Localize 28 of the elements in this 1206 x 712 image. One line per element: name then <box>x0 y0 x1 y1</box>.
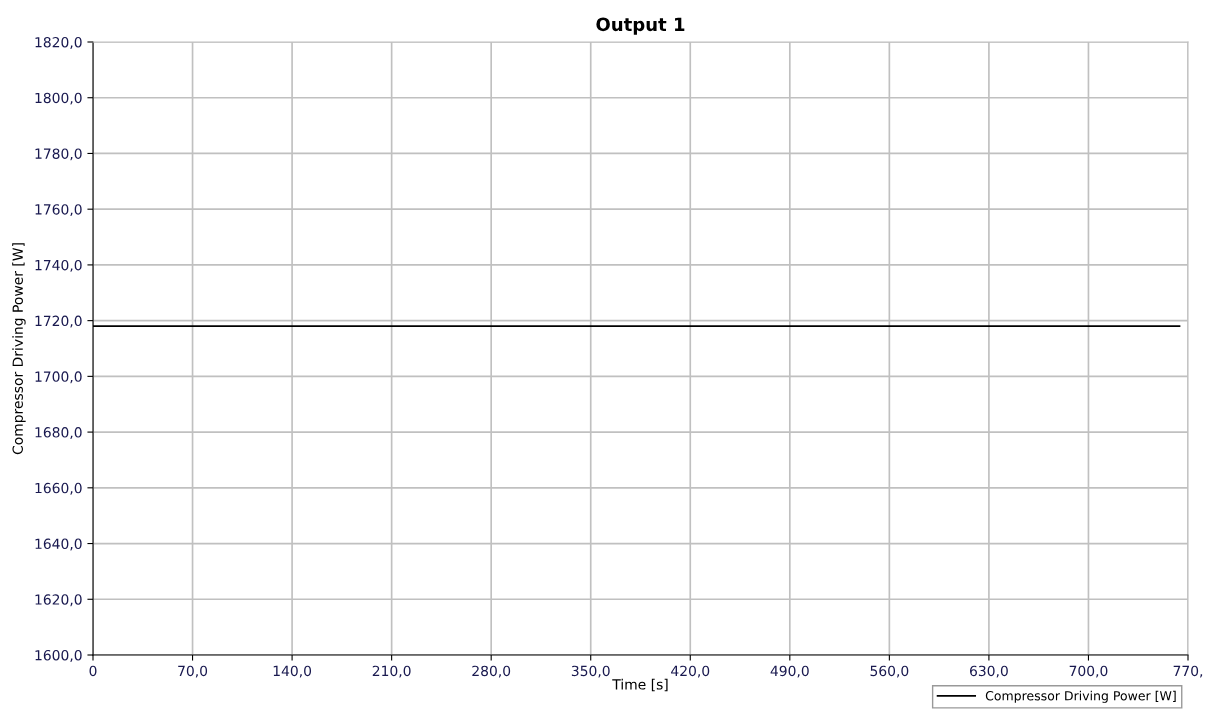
x-tick-label: 70,0 <box>178 665 208 678</box>
x-tick-label: 140,0 <box>273 665 312 678</box>
x-axis-title: Time [s] <box>612 678 668 692</box>
x-tick-label: 700,0 <box>1069 665 1108 678</box>
x-tick-label: 280,0 <box>472 665 511 678</box>
y-tick-label: 1640,0 <box>35 538 82 551</box>
x-tick-label: 490,0 <box>770 665 809 678</box>
y-tick-label: 1720,0 <box>35 315 82 328</box>
x-tick-label: 0 <box>89 665 97 677</box>
y-tick-label: 1600,0 <box>35 649 82 662</box>
y-tick-label: 1820,0 <box>35 36 82 49</box>
x-tick-label: 630,0 <box>970 665 1008 678</box>
y-tick-label: 1700,0 <box>35 371 82 384</box>
y-tick-label: 1740,0 <box>35 259 82 272</box>
x-tick-label: 210,0 <box>372 665 411 678</box>
y-axis-title: Compressor Driving Power [W] <box>12 243 26 455</box>
x-tick-label: 350,0 <box>571 665 610 678</box>
legend-label: Compressor Driving Power [W] <box>985 690 1176 703</box>
x-tick-label: 770, <box>1173 665 1203 678</box>
x-tick-label: 420,0 <box>671 665 710 678</box>
y-tick-label: 1780,0 <box>35 148 82 161</box>
x-tick-label: 560,0 <box>870 665 909 678</box>
y-tick-label: 1660,0 <box>35 482 82 495</box>
y-tick-label: 1800,0 <box>35 92 82 105</box>
y-tick-label: 1760,0 <box>35 204 82 217</box>
chart-title: Output 1 <box>596 17 685 35</box>
y-tick-label: 1680,0 <box>35 427 82 439</box>
y-tick-label: 1620,0 <box>35 594 82 607</box>
